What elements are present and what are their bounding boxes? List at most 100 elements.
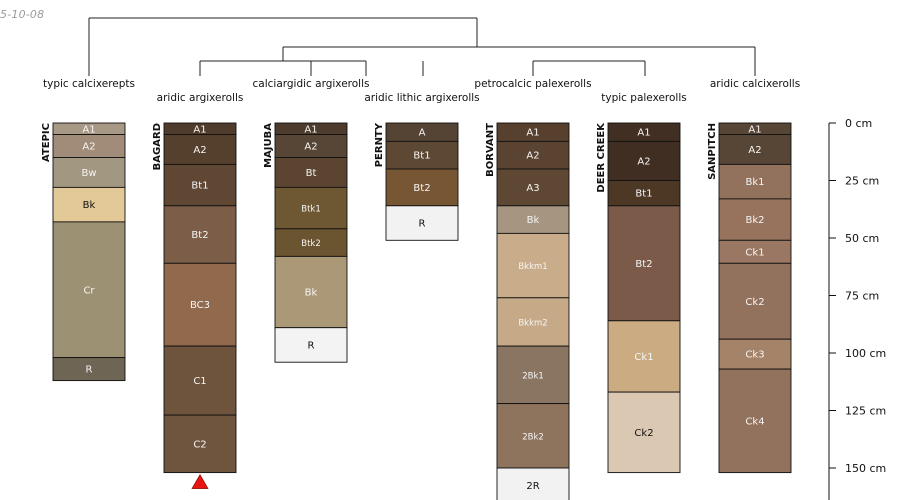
horizon-label: Btk2 <box>301 239 321 249</box>
soil-horizon <box>496 168 570 207</box>
soil-profile: typic calcixerepts A1 A2 Bw Bk Cr R ATEPIC <box>41 78 135 382</box>
horizon-label: A1 <box>82 124 95 135</box>
profile-name: BORVANT <box>485 123 496 177</box>
soil-horizon <box>718 338 792 370</box>
soil-horizon <box>496 403 570 469</box>
horizon-label: R <box>308 340 315 351</box>
soil-horizon <box>274 255 348 329</box>
soil-horizon <box>52 357 126 382</box>
truncation-marker-icon <box>191 473 209 489</box>
horizon-label: Bt <box>306 168 317 179</box>
taxon-label: petrocalcic palexerolls <box>474 78 591 90</box>
profile-name: DEER CREEK <box>596 122 607 193</box>
soil-horizon <box>607 391 681 474</box>
soil-horizon <box>607 140 681 181</box>
horizon-label: Bkkm2 <box>518 318 547 328</box>
depth-axis-label: 25 cm <box>845 175 879 188</box>
horizon-label: A1 <box>637 128 650 139</box>
soil-horizon <box>385 140 459 170</box>
horizon-label: A1 <box>526 128 539 139</box>
horizon-label: A2 <box>82 142 95 153</box>
soil-horizon <box>385 205 459 241</box>
soil-horizon <box>163 414 237 474</box>
profile-name: ATEPIC <box>41 123 52 162</box>
horizon-label: Bt2 <box>191 230 208 241</box>
soil-horizon <box>163 205 237 264</box>
horizon-label: Bt1 <box>635 189 652 200</box>
profile-name: BAGARD <box>152 123 163 170</box>
horizon-label: A2 <box>193 145 206 156</box>
soil-horizon <box>385 168 459 207</box>
horizon-label: R <box>419 219 426 230</box>
soil-horizon <box>496 467 570 500</box>
horizon-label: 2Bk2 <box>522 432 544 442</box>
horizon-label: A2 <box>526 151 539 162</box>
soil-horizon <box>274 186 348 230</box>
horizon-label: Bt1 <box>191 181 208 192</box>
horizon-label: A2 <box>304 142 317 153</box>
horizon-label: Cr <box>83 285 95 296</box>
horizon-label: Bk <box>305 288 318 299</box>
horizon-label: BC3 <box>190 300 210 311</box>
horizon-label: Ck3 <box>745 350 764 361</box>
soil-horizon <box>718 262 792 340</box>
horizon-label: Bt2 <box>635 259 652 270</box>
taxon-label: aridic calcixerolls <box>710 78 800 90</box>
soil-horizon <box>274 327 348 363</box>
soil-horizon <box>274 228 348 257</box>
horizon-label: R <box>86 365 93 376</box>
date-stamp: 5-10-08 <box>0 8 45 21</box>
horizon-label: Bk1 <box>745 177 764 188</box>
horizon-label: Ck1 <box>745 247 764 258</box>
soil-horizon <box>163 262 237 347</box>
taxon-label: typic calcixerepts <box>43 78 135 90</box>
horizon-label: Ck2 <box>634 428 653 439</box>
taxon-label: aridic lithic argixerolls <box>364 92 479 104</box>
horizon-label: Bt2 <box>413 183 430 194</box>
soil-horizon <box>274 157 348 188</box>
horizon-label: Ck4 <box>745 416 764 427</box>
horizon-label: Btk1 <box>301 205 321 215</box>
horizon-label: Bk <box>527 215 540 226</box>
horizon-label: Ck1 <box>634 352 653 363</box>
horizon-label: Bw <box>81 168 96 179</box>
horizon-label: Ck2 <box>745 297 764 308</box>
horizon-label: A2 <box>748 145 761 156</box>
horizon-label: Bkkm1 <box>518 262 547 272</box>
soil-horizon <box>52 221 126 359</box>
soil-profile: typic palexerolls A1 A2 Bt1 Bt2 Ck1 Ck2 DEER CR… <box>596 92 687 474</box>
soil-horizon <box>163 345 237 416</box>
soil-profile: aridic argixerolls A1 A2 Bt1 Bt2 BC3 C1 C2 BAGAR… <box>152 92 243 489</box>
profile-name: MAJUBA <box>263 123 274 168</box>
horizon-label: C2 <box>193 439 206 450</box>
soil-horizon <box>718 163 792 200</box>
depth-axis-label: 100 cm <box>845 347 886 360</box>
soil-profile: aridic calcixerolls A1 A2 Bk1 Bk2 Ck1 Ck2 Ck3 Ck… <box>707 78 800 474</box>
soil-profile: aridic lithic argixerolls A Bt1 Bt2 R PERNTY <box>364 92 480 241</box>
horizon-label: A <box>419 128 426 139</box>
soil-horizon <box>607 320 681 393</box>
depth-axis-label: 75 cm <box>845 290 879 303</box>
dendrogram <box>88 17 756 76</box>
horizon-label: C1 <box>193 376 206 387</box>
soil-horizon <box>718 368 792 474</box>
depth-axis: 0 cm 25 cm 50 cm 75 cm 100 cm 125 cm 150 cm <box>828 117 886 500</box>
soil-horizon <box>163 163 237 207</box>
soil-horizon <box>496 140 570 170</box>
horizon-label: 2Bk1 <box>522 371 544 381</box>
horizon-label: Bk2 <box>745 215 764 226</box>
horizon-label: A2 <box>637 156 650 167</box>
depth-axis-label: 150 cm <box>845 462 886 475</box>
depth-axis-label: 50 cm <box>845 232 879 245</box>
taxon-label: calciargidic argixerolls <box>253 78 370 90</box>
horizon-label: 2R <box>526 481 539 492</box>
profile-name: SANPITCH <box>707 123 718 180</box>
depth-axis-label: 0 cm <box>845 117 872 130</box>
horizon-label: Bt1 <box>413 151 430 162</box>
soil-profile: calciargidic argixerolls A1 A2 Bt Btk1 Btk2 Bk… <box>253 78 370 363</box>
soil-horizon <box>163 134 237 165</box>
soil-profile: petrocalcic palexerolls A1 A2 A3 Bk Bkkm1 Bkkm… <box>474 78 592 500</box>
soil-horizon <box>496 345 570 405</box>
horizon-label: A3 <box>526 183 539 194</box>
